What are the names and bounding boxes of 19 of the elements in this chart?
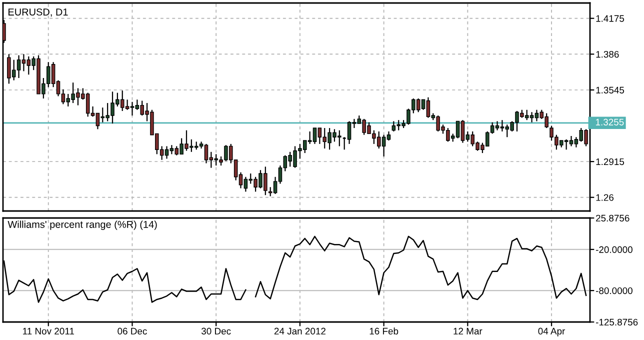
y-tick-label: 25.8756 <box>596 214 630 222</box>
x-tick-label: 11 Nov 2011 <box>23 328 74 334</box>
x-tick-label: 30 Dec <box>201 328 231 334</box>
y-tick-label: -125.8756 <box>596 318 638 326</box>
chart-title: Williams' percent range (%R) (14) <box>8 220 157 230</box>
x-tick-label: 06 Dec <box>118 328 147 334</box>
y-tick-label: 1.4175 <box>596 15 624 22</box>
x-tick-label: 16 Feb <box>370 328 398 334</box>
y-tick-label: 1.26 <box>596 194 614 201</box>
y-tick-label: -20.0000 <box>596 246 632 253</box>
x-tick-label: 12 Mar <box>454 328 482 334</box>
y-tick-label: 1.386 <box>596 50 619 58</box>
y-tick-label: 1.3545 <box>596 86 624 94</box>
y-tick-label: -80.0000 <box>596 287 632 294</box>
chart-title: EURUSD, D1 <box>8 8 68 17</box>
x-tick-label: 24 Jan 2012 <box>274 328 326 334</box>
ref-line-label: 1.3255 <box>596 118 624 126</box>
x-tick-label: 04 Apr <box>538 328 566 336</box>
y-tick-label: 1.2915 <box>596 158 624 166</box>
